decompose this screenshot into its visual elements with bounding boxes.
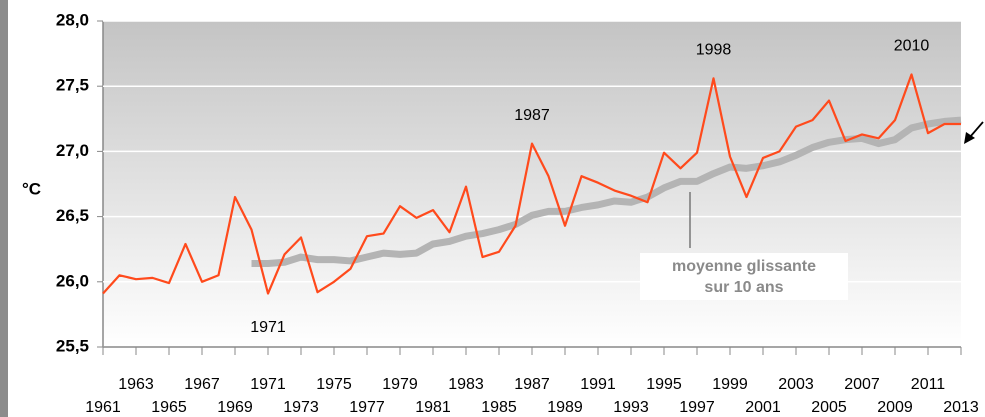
x-tick-label: 1963 [118, 376, 154, 393]
y-tick-label: 25,5 [56, 336, 89, 355]
note-line: moyenne glissante [672, 258, 816, 275]
arrow [969, 121, 984, 138]
x-tick-label: 1973 [283, 399, 319, 416]
x-tick-label: 1983 [448, 376, 484, 393]
x-tick-label: 2005 [811, 399, 847, 416]
x-tick-label: 1965 [151, 399, 187, 416]
x-tick-label: 1961 [85, 399, 121, 416]
arrow-head [964, 132, 975, 144]
note-box [640, 253, 848, 300]
x-tick-label: 2009 [877, 399, 913, 416]
y-tick-label: 28,0 [56, 10, 89, 29]
left-border [0, 0, 8, 417]
x-tick-label: 2013 [943, 399, 979, 416]
x-tick-label: 1989 [547, 399, 583, 416]
series [102, 73, 962, 295]
y-tick-label: 26,5 [56, 206, 89, 225]
x-tick-label: 1999 [712, 376, 748, 393]
x-tick-label: 1979 [382, 376, 418, 393]
x-tick-label: 1971 [250, 376, 286, 393]
y-axis-label: °C [22, 179, 41, 198]
series-line [251, 116, 962, 268]
y-tick-label: 27,5 [56, 76, 89, 95]
series-line [102, 73, 961, 295]
x-tick-label: 1975 [316, 376, 352, 393]
x-tick-label: 1977 [349, 399, 385, 416]
x-tick-label: 2007 [844, 376, 880, 393]
x-tick-label: 1991 [580, 376, 616, 393]
x-tick-label: 1967 [184, 376, 220, 393]
x-tick-label: 1997 [679, 399, 715, 416]
x-tick-label: 2003 [778, 376, 814, 393]
annotation: 2010 [894, 38, 930, 55]
y-tick-label: 26,0 [56, 271, 89, 290]
note-line: sur 10 ans [704, 279, 783, 296]
x-tick-label: 1995 [646, 376, 682, 393]
x-tick-label: 1985 [481, 399, 517, 416]
x-tick-label: 1969 [217, 399, 253, 416]
x-tick-label: 1987 [514, 376, 550, 393]
x-tick-label: 1993 [613, 399, 649, 416]
annotation: 1987 [514, 107, 550, 124]
annotation: 1971 [250, 319, 286, 336]
y-tick-label: 27,0 [56, 141, 89, 160]
annotation: 1998 [696, 42, 732, 59]
x-tick-label: 1981 [415, 399, 451, 416]
x-tick-label: 2011 [911, 376, 946, 393]
x-tick-label: 2001 [745, 399, 781, 416]
